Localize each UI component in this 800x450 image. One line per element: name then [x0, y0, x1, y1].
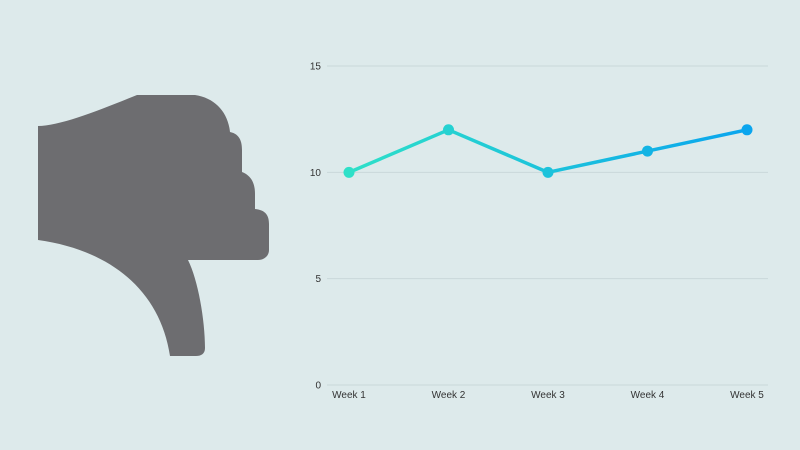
- y-tick-label: 15: [310, 62, 322, 73]
- x-tick-label: Week 4: [631, 390, 665, 401]
- y-tick-label: 10: [310, 168, 322, 179]
- data-point: [642, 145, 653, 157]
- grid: [327, 65, 768, 386]
- x-axis: Week 1 Week 2 Week 3 Week 4 Week 5: [332, 390, 764, 401]
- data-point: [542, 166, 554, 178]
- x-tick-label: Week 1: [332, 390, 366, 401]
- data-point: [443, 124, 454, 136]
- x-tick-label: Week 3: [531, 390, 565, 401]
- y-tick-label: 0: [315, 381, 321, 392]
- y-axis: 0 5 10 15: [310, 62, 322, 392]
- x-tick-label: Week 2: [432, 390, 466, 401]
- x-tick-label: Week 5: [730, 390, 764, 401]
- data-point: [741, 124, 753, 136]
- series-line: [348, 128, 748, 175]
- thumbs-down-icon: [38, 95, 269, 356]
- series-points: [343, 124, 753, 178]
- y-tick-label: 5: [315, 274, 321, 285]
- data-point: [343, 166, 355, 178]
